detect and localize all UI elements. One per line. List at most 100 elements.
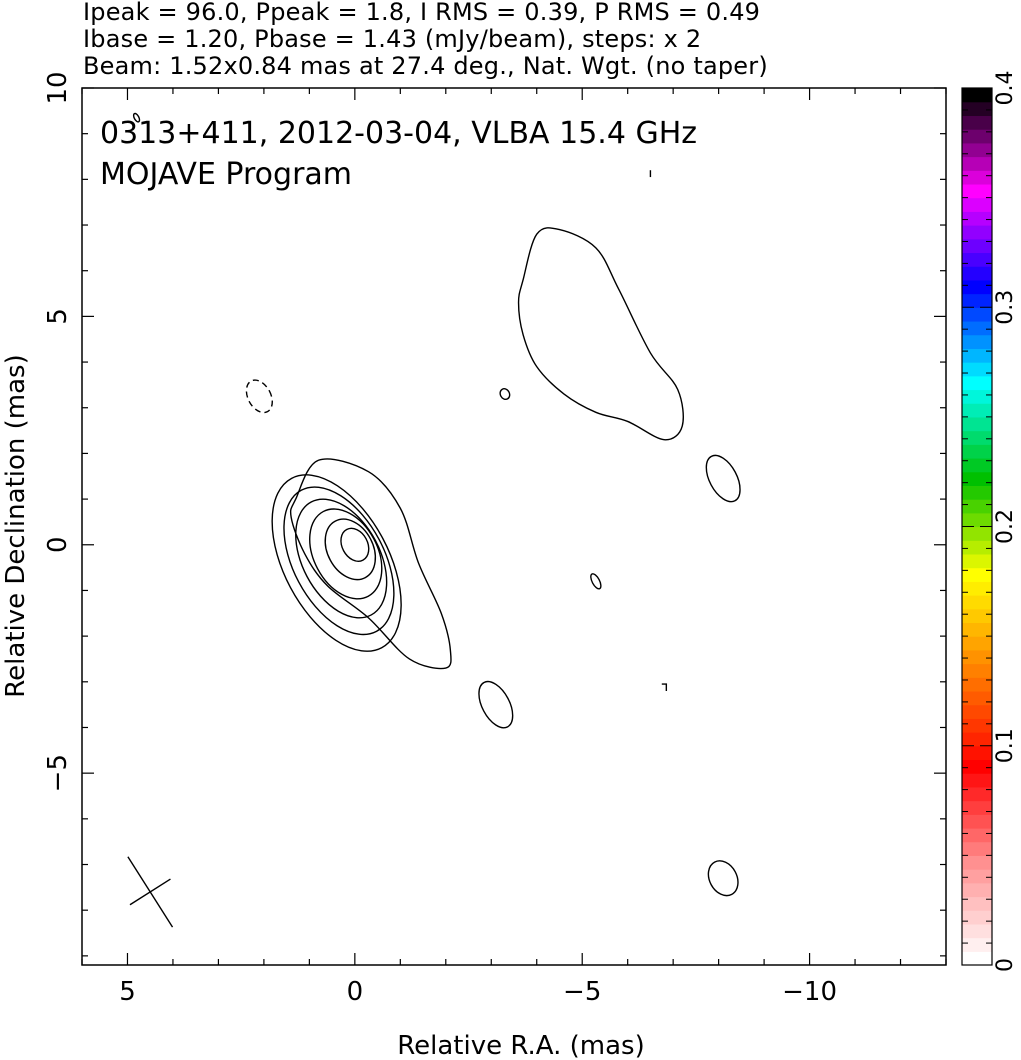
colorbar-band <box>962 759 992 774</box>
colorbar-band <box>962 923 992 939</box>
jet-contour <box>517 227 684 441</box>
y-tick-label: −5 <box>43 754 73 792</box>
colorbar-band <box>962 649 992 665</box>
header-line-1: Ipeak = 96.0, Ppeak = 1.8, I RMS = 0.39,… <box>83 0 761 26</box>
core-contour <box>324 518 377 581</box>
axis-ticks <box>81 87 947 965</box>
colorbar-band <box>962 512 992 528</box>
colorbar-band <box>962 183 992 199</box>
y-tick-label: 5 <box>43 308 73 325</box>
colorbar-band <box>962 197 992 212</box>
colorbar-band <box>962 142 992 158</box>
beam-marker <box>127 856 174 928</box>
x-tick-label: −5 <box>563 977 601 1007</box>
colorbar-band <box>962 773 992 788</box>
x-tick-label: −10 <box>782 977 837 1007</box>
colorbar-band <box>962 841 992 856</box>
colorbar-band <box>962 827 992 843</box>
colorbar-band <box>962 320 992 336</box>
colorbar-band <box>962 896 992 911</box>
colorbar-band <box>962 636 992 651</box>
colorbar-band <box>962 800 992 815</box>
colorbar-band <box>962 293 992 308</box>
x-tick-label: 5 <box>119 977 136 1007</box>
core-contour <box>283 486 395 636</box>
colorbar-band <box>962 937 992 952</box>
colorbar-band <box>962 581 992 596</box>
colorbar-band <box>962 622 992 637</box>
colorbar-band <box>962 348 992 363</box>
small-contour <box>590 573 602 590</box>
beam-minor-axis <box>129 878 171 906</box>
colorbar-band <box>962 485 992 500</box>
colorbar-band <box>962 156 992 171</box>
colorbar-band <box>962 704 992 719</box>
y-tick-labels: 10 5 0 −5 <box>43 71 73 792</box>
x-axis-label: Relative R.A. (mas) <box>397 1031 644 1060</box>
y-tick-label: 0 <box>43 536 73 553</box>
colorbar-band <box>962 595 992 610</box>
colorbar-band <box>962 471 992 486</box>
plot-frame <box>81 87 947 966</box>
noise-mark <box>661 683 668 691</box>
header-line-3: Beam: 1.52x0.84 mas at 27.4 deg., Nat. W… <box>83 52 768 80</box>
colorbar-band <box>962 855 992 870</box>
x-tick-label: 0 <box>347 977 364 1007</box>
colorbar-band <box>962 540 992 555</box>
small-contour <box>132 112 141 123</box>
colorbar-tick-label: 0.3 <box>993 290 1018 325</box>
colorbar-band <box>962 526 992 541</box>
colorbar-tick-label: 0.2 <box>993 509 1018 544</box>
colorbar-tick-label: 0.1 <box>993 728 1018 763</box>
negative-contour <box>245 379 273 414</box>
colorbar-band <box>962 416 992 432</box>
colorbar-tick-labels: 0 0.1 0.2 0.3 0.4 <box>993 71 1018 973</box>
colorbar-band <box>962 951 992 966</box>
x-tick-labels: 5 0 −5 −10 <box>119 977 837 1007</box>
colorbar-band <box>962 334 992 349</box>
colorbar-band <box>962 389 992 404</box>
colorbar-band <box>962 553 992 569</box>
small-contour <box>707 860 739 897</box>
core-contour <box>295 498 388 619</box>
colorbar-band <box>962 266 992 281</box>
colorbar-band <box>962 307 992 322</box>
colorbar-band <box>962 499 992 514</box>
core-contour <box>340 527 370 562</box>
core-outer-contour <box>289 458 452 670</box>
colorbar-band <box>962 910 992 925</box>
colorbar-band <box>962 170 992 185</box>
colorbar-band <box>962 786 992 802</box>
colorbar-band <box>962 362 992 377</box>
colorbar-band <box>962 814 992 829</box>
colorbar-band <box>962 238 992 254</box>
colorbar-band <box>962 115 992 130</box>
colorbar-band <box>962 403 992 418</box>
colorbar-band <box>962 718 992 733</box>
colorbar-band <box>962 869 992 884</box>
colorbar-band <box>962 663 992 678</box>
y-axis-label: Relative Declination (mas) <box>1 354 31 697</box>
small-contour <box>705 454 741 503</box>
colorbar-band <box>962 225 992 240</box>
contour-lines <box>132 112 741 897</box>
colorbar-band <box>962 608 992 624</box>
colorbar-band <box>962 444 992 459</box>
colorbar-band <box>962 457 992 473</box>
colorbar-tick-label: 0.4 <box>993 71 1018 106</box>
colorbar-band <box>962 279 992 295</box>
colorbar-band <box>962 690 992 706</box>
colorbar-band <box>962 882 992 898</box>
y-tick-label: 10 <box>43 71 73 104</box>
colorbar-band <box>962 567 992 582</box>
colorbar-band <box>962 88 992 103</box>
annotation-source-line: 0313+411, 2012-03-04, VLBA 15.4 GHz <box>100 116 697 151</box>
small-contour <box>499 388 511 401</box>
colorbar <box>961 87 993 966</box>
colorbar-band <box>962 745 992 761</box>
colorbar-band <box>962 677 992 692</box>
header-line-2: Ibase = 1.20, Pbase = 1.43 (mJy/beam), s… <box>83 25 702 53</box>
colorbar-band <box>962 252 992 267</box>
small-contour <box>478 680 514 729</box>
